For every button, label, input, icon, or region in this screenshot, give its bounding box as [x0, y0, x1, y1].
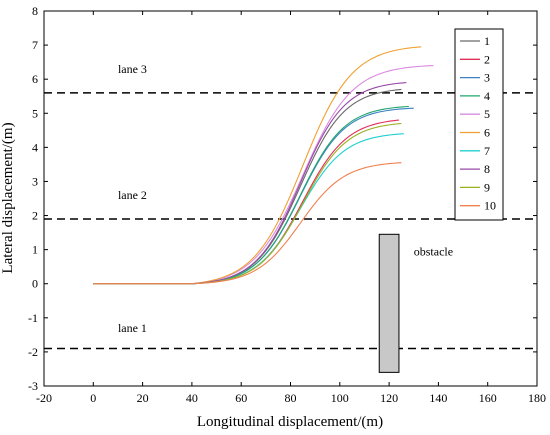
- obstacle-layer: obstacle: [378, 233, 453, 373]
- x-tick-label: 60: [235, 391, 247, 405]
- x-tick-label: 40: [186, 391, 198, 405]
- lane-label: lane 3: [118, 62, 147, 76]
- lane-label: lane 1: [118, 321, 147, 335]
- legend-label-2: 2: [484, 52, 490, 66]
- series-line-7: [93, 133, 404, 285]
- x-tick-label: 140: [429, 391, 447, 405]
- y-axis-label: Lateral displacement/(m): [0, 122, 16, 273]
- y-tick-label: 3: [32, 174, 38, 188]
- legend-label-1: 1: [484, 34, 490, 48]
- series-layer: [93, 46, 434, 285]
- x-tick-label: 160: [479, 391, 497, 405]
- y-tick-label: 4: [32, 140, 38, 154]
- x-tick-label: 80: [285, 391, 297, 405]
- obstacle-block: [378, 233, 400, 373]
- series-line-9: [93, 122, 402, 285]
- x-tick-label: 100: [331, 391, 349, 405]
- legend-label-4: 4: [484, 89, 490, 103]
- y-tick-label: 7: [32, 38, 38, 52]
- y-tick-label: 0: [32, 277, 38, 291]
- obstacle-label: obstacle: [414, 244, 453, 258]
- series-line-6: [93, 46, 422, 285]
- legend-label-7: 7: [484, 144, 490, 158]
- legend-label-9: 9: [484, 180, 490, 194]
- y-tick-label: 6: [32, 72, 38, 86]
- x-axis-label: Longitudinal displacement/(m): [197, 414, 383, 430]
- x-tick-label: 180: [528, 391, 546, 405]
- legend-label-5: 5: [484, 107, 490, 121]
- series-line-5: [93, 65, 434, 285]
- ticks-layer: -20 0 20 40 60 80 100 120 140 160 180 -3 -2 -1 0 1 2 3 4 5 6…: [28, 4, 546, 405]
- series-line-10: [93, 162, 402, 285]
- y-tick-label: 1: [32, 243, 38, 257]
- x-tick-label: 20: [137, 391, 149, 405]
- legend-label-10: 10: [484, 199, 496, 213]
- x-tick-label: 120: [380, 391, 398, 405]
- legend-box: [454, 28, 504, 221]
- lane-label: lane 2: [118, 188, 147, 202]
- y-tick-label: 8: [32, 4, 38, 18]
- x-tick-label: -20: [36, 391, 52, 405]
- series-line-8: [93, 82, 407, 285]
- y-tick-label: 2: [32, 209, 38, 223]
- legend-label-8: 8: [484, 162, 490, 176]
- y-tick-label: -2: [28, 345, 38, 359]
- x-tick-label: 0: [90, 391, 96, 405]
- legend-label-6: 6: [484, 126, 490, 140]
- legend: 1 2 3 4 5 6 7 8 9 10: [454, 28, 504, 221]
- y-tick-label: -1: [28, 311, 38, 325]
- series-line-4: [93, 105, 409, 285]
- y-tick-label: 5: [32, 106, 38, 120]
- y-tick-label: -3: [28, 379, 38, 393]
- legend-label-3: 3: [484, 71, 490, 85]
